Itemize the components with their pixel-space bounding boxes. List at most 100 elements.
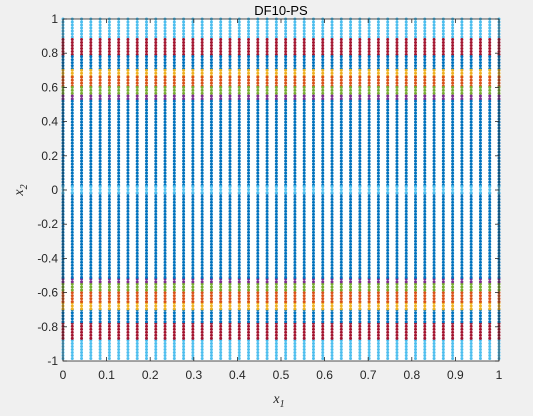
data-point <box>154 159 158 163</box>
data-point <box>330 117 334 121</box>
data-point <box>228 194 232 198</box>
data-point <box>219 41 223 45</box>
data-point <box>311 26 315 30</box>
data-point <box>154 88 158 92</box>
data-point <box>247 114 251 118</box>
data-point <box>144 215 148 219</box>
data-point <box>367 88 371 92</box>
data-point <box>237 285 241 289</box>
data-point <box>219 209 223 213</box>
data-point <box>395 117 399 121</box>
data-point <box>70 272 74 276</box>
data-point <box>358 88 362 92</box>
data-point <box>367 105 371 109</box>
data-point <box>117 132 121 136</box>
data-point <box>80 153 84 157</box>
data-point <box>339 320 343 324</box>
data-point <box>135 20 139 24</box>
data-point <box>321 111 325 115</box>
data-point <box>441 350 445 354</box>
data-point <box>441 23 445 27</box>
data-point <box>349 162 353 166</box>
data-point <box>330 153 334 157</box>
data-point <box>135 344 139 348</box>
data-point <box>349 102 353 106</box>
data-point <box>209 171 213 175</box>
data-point <box>144 55 148 59</box>
data-point <box>432 26 436 30</box>
data-point <box>349 111 353 115</box>
data-point <box>182 117 186 121</box>
data-point <box>126 221 130 225</box>
data-point <box>339 26 343 30</box>
data-point <box>293 221 297 225</box>
data-point <box>117 206 121 210</box>
data-point <box>80 330 84 334</box>
data-point <box>395 102 399 106</box>
data-point <box>339 285 343 289</box>
data-point <box>98 317 102 321</box>
data-point <box>284 144 288 148</box>
data-point <box>395 300 399 304</box>
data-point <box>386 317 390 321</box>
data-point <box>247 108 251 112</box>
data-point <box>488 353 492 357</box>
data-point <box>135 209 139 213</box>
data-point <box>191 285 195 289</box>
data-point <box>349 291 353 295</box>
data-point <box>191 338 195 342</box>
data-point <box>219 300 223 304</box>
data-point <box>191 38 195 42</box>
data-point <box>154 317 158 321</box>
data-point <box>98 120 102 124</box>
data-point <box>349 114 353 118</box>
data-point <box>182 64 186 68</box>
data-point <box>367 209 371 213</box>
data-point <box>376 47 380 51</box>
data-point <box>284 55 288 59</box>
data-point <box>349 105 353 109</box>
data-point <box>376 102 380 106</box>
data-point <box>358 248 362 252</box>
data-point <box>98 132 102 136</box>
data-point <box>441 85 445 89</box>
data-point <box>80 94 84 98</box>
data-point <box>98 291 102 295</box>
data-point <box>107 221 111 225</box>
data-point <box>247 135 251 139</box>
data-point <box>404 327 408 331</box>
data-point <box>367 99 371 103</box>
data-point <box>182 239 186 243</box>
data-point <box>98 78 102 82</box>
data-point <box>191 350 195 354</box>
data-point <box>172 218 176 222</box>
data-point <box>163 338 167 342</box>
data-point <box>451 61 455 65</box>
data-point <box>191 272 195 276</box>
data-point <box>404 338 408 342</box>
data-point <box>163 317 167 321</box>
data-point <box>107 280 111 284</box>
data-point <box>330 159 334 163</box>
data-point <box>237 105 241 109</box>
data-point <box>182 236 186 240</box>
data-point <box>256 294 260 298</box>
data-point <box>172 75 176 79</box>
data-point <box>228 200 232 204</box>
data-point <box>209 272 213 276</box>
data-point <box>265 218 269 222</box>
data-point <box>89 200 93 204</box>
data-point <box>135 174 139 178</box>
data-point <box>172 212 176 216</box>
data-point <box>126 78 130 82</box>
data-point <box>107 227 111 231</box>
data-point <box>182 263 186 267</box>
data-point <box>488 297 492 301</box>
data-point <box>460 35 464 39</box>
data-point <box>228 327 232 331</box>
data-point <box>367 314 371 318</box>
data-point <box>265 162 269 166</box>
data-point <box>349 288 353 292</box>
data-point <box>98 272 102 276</box>
data-point <box>209 117 213 121</box>
